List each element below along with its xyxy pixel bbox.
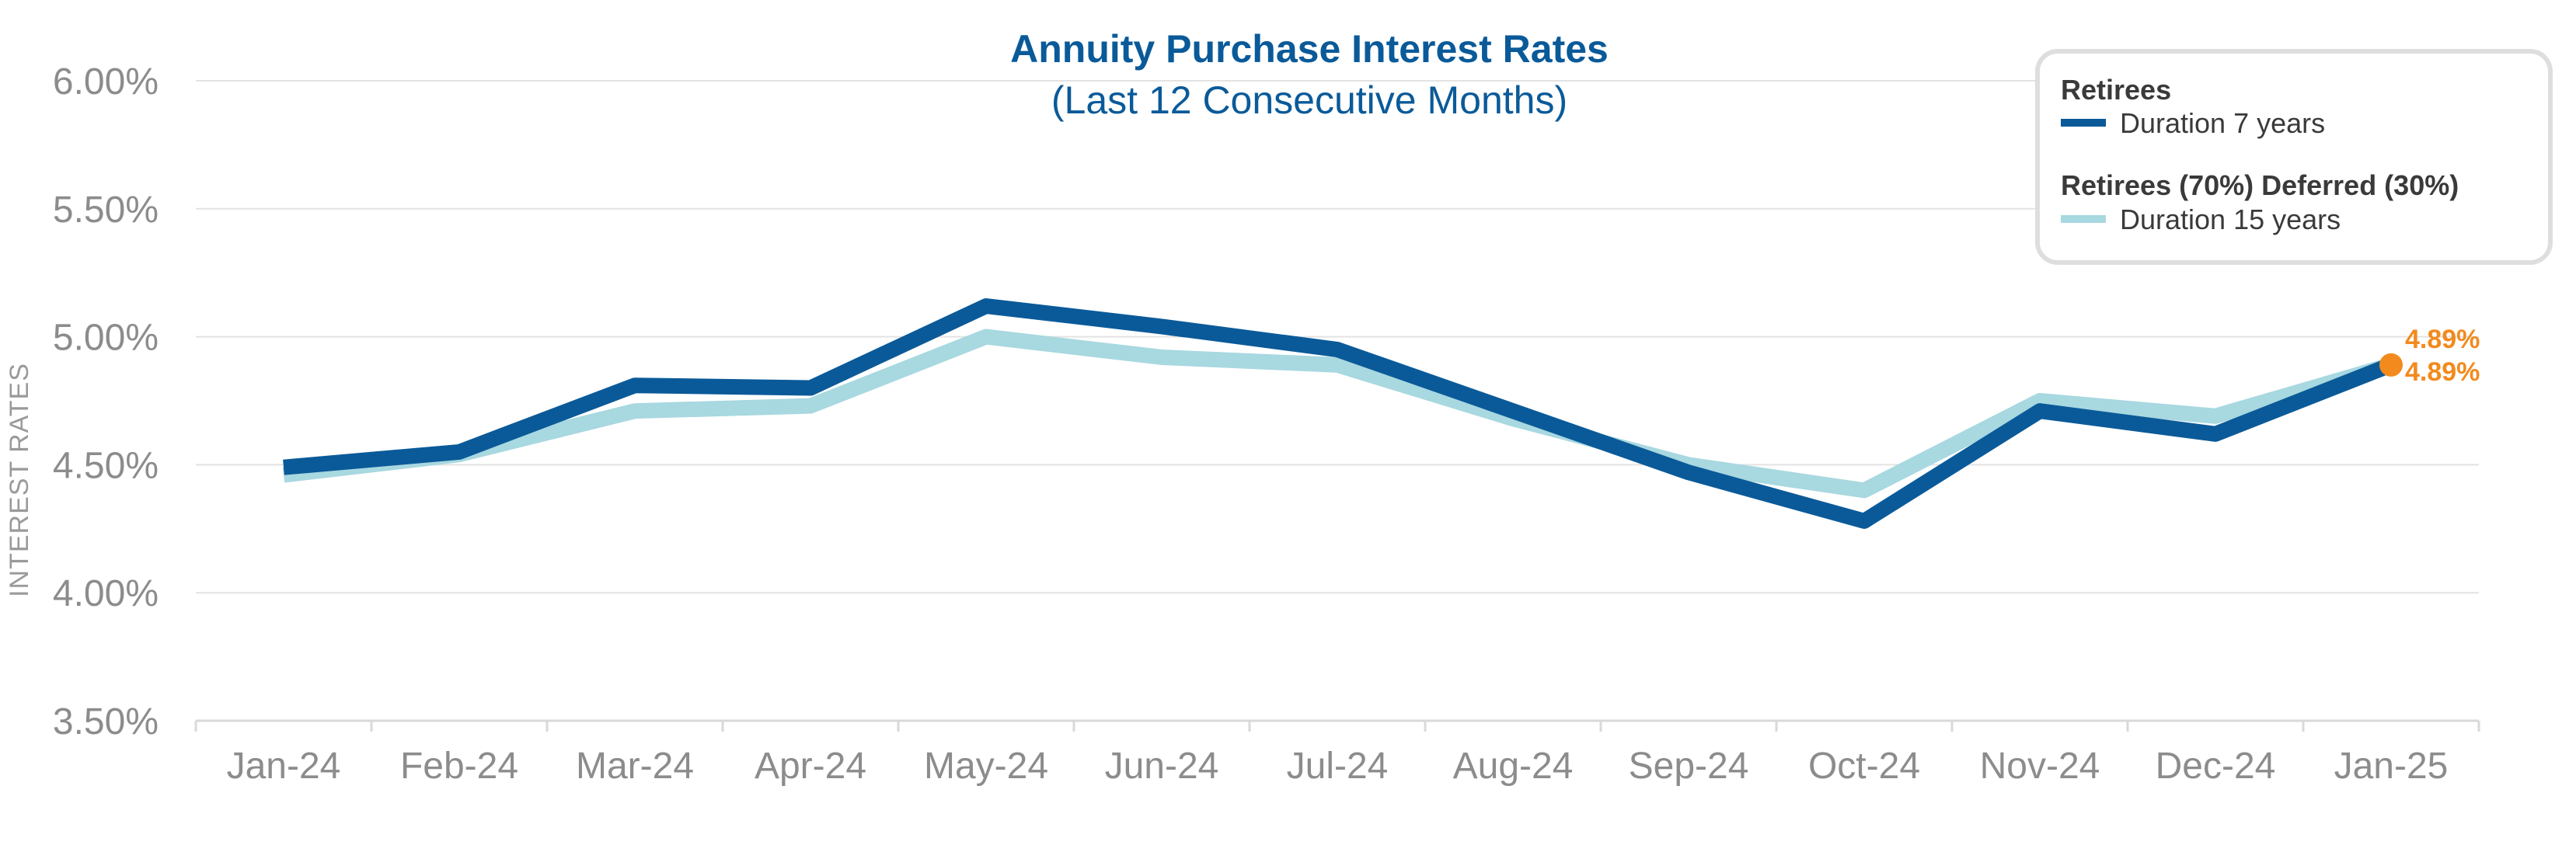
series-2-end-label: 4.89%	[2405, 357, 2480, 387]
legend-series-2-name: Retirees (70%) Deferred (30%)	[2061, 169, 2459, 201]
y-axis-ticks: 3.50% 4.00% 4.50% 5.00% 5.50% 6.00%	[53, 61, 159, 742]
x-tick-label: Jan-25	[2334, 746, 2449, 787]
x-tick-label: Jun-24	[1105, 746, 1219, 787]
x-axis-ticks: Jan-24 Feb-24 Mar-24 Apr-24 May-24 Jun-24 Jul-…	[227, 746, 2449, 787]
x-tick-label: Mar-24	[576, 746, 694, 787]
legend-series-1-name: Retirees	[2061, 74, 2171, 106]
x-tick-label: Oct-24	[1808, 746, 1920, 787]
chart-subtitle: (Last 12 Consecutive Months)	[1051, 78, 1567, 122]
legend-series-2-description: Duration 15 years	[2120, 203, 2341, 235]
legend-box	[2035, 49, 2553, 265]
x-tick-label: Feb-24	[400, 746, 518, 787]
x-tick-label: May-24	[924, 746, 1048, 787]
x-tick-label: Dec-24	[2156, 746, 2276, 787]
x-tick-label: Aug-24	[1453, 746, 1574, 787]
series-group	[282, 298, 2394, 529]
chart-title: Annuity Purchase Interest Rates	[1010, 27, 1609, 71]
y-tick-label: 3.50%	[53, 701, 159, 742]
x-tick-label: Apr-24	[755, 746, 866, 787]
y-tick-label: 5.50%	[53, 190, 159, 231]
end-point-marker	[2379, 353, 2403, 377]
y-tick-label: 6.00%	[53, 61, 159, 103]
x-tick-label: Jul-24	[1287, 746, 1389, 787]
y-tick-label: 5.00%	[53, 318, 159, 359]
legend-series-1-description: Duration 7 years	[2120, 107, 2325, 139]
end-point-markers: 4.89% 4.89%	[2379, 325, 2480, 387]
x-tick-label: Nov-24	[1980, 746, 2100, 787]
y-axis-label: INTEREST RATES	[5, 363, 34, 597]
series-1-end-label: 4.89%	[2405, 325, 2480, 354]
x-axis	[194, 719, 2480, 732]
y-tick-label: 4.00%	[53, 573, 159, 614]
legend: Retirees Duration 7 years Retirees (70%)…	[2035, 49, 2553, 265]
x-tick-label: Sep-24	[1629, 746, 1749, 787]
y-tick-label: 4.50%	[53, 445, 159, 486]
x-tick-label: Jan-24	[227, 746, 341, 787]
